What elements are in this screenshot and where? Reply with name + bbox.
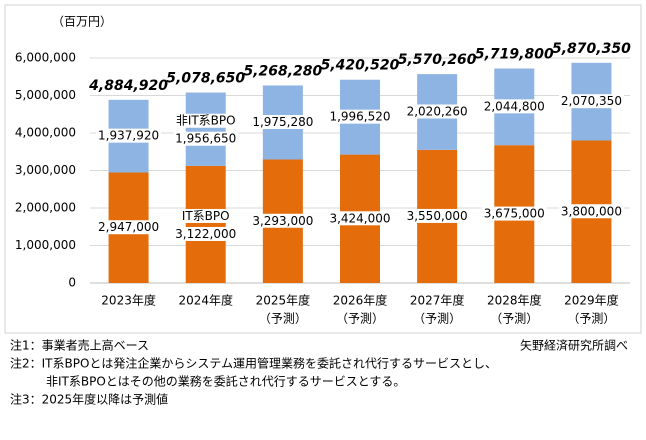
x-tick-label: 2025年度 <box>256 293 311 308</box>
x-tick-label: 2023年度 <box>101 293 156 308</box>
note: 注3：2025年度以降は予測値 <box>10 392 168 407</box>
value-label: 1,956,650 <box>175 132 236 146</box>
value-label: 3,293,000 <box>252 214 313 228</box>
y-tick-label: 3,000,000 <box>15 163 76 177</box>
bar-segment <box>185 165 226 283</box>
value-label: 3,424,000 <box>329 211 390 225</box>
total-label: 5,870,350 <box>552 41 631 57</box>
x-tick-label: （予測） <box>259 312 307 326</box>
series-name: 非IT系BPO <box>176 114 236 128</box>
x-tick-label: 2026年度 <box>333 293 388 308</box>
label-background <box>250 114 316 129</box>
label-background <box>250 213 316 228</box>
total-label: 5,420,520 <box>321 58 400 74</box>
value-label: 1,996,520 <box>329 110 390 124</box>
x-tick-label: （予測） <box>413 312 461 326</box>
series-name: IT系BPO <box>182 209 230 223</box>
total-label: 4,884,920 <box>88 78 168 94</box>
value-label: 3,800,000 <box>561 204 622 218</box>
label-background <box>481 206 547 221</box>
label-background <box>173 131 239 146</box>
note: 注1：事業者売上高ベース <box>10 338 149 353</box>
value-label: 3,550,000 <box>407 209 468 223</box>
source: 矢野経済研究所調べ <box>520 338 628 353</box>
y-tick-label: 1,000,000 <box>15 238 76 252</box>
x-tick-label: （予測） <box>567 312 615 326</box>
value-label: 1,975,280 <box>252 115 313 129</box>
chart-frame <box>4 4 642 334</box>
y-tick-label: 0 <box>68 276 76 290</box>
label-background <box>404 208 470 223</box>
label-background <box>558 204 624 219</box>
label-background <box>173 226 239 241</box>
x-tick-label: 2024年度 <box>178 293 233 308</box>
value-label: 2,947,000 <box>98 220 159 234</box>
bar-segment <box>185 92 226 166</box>
label-background <box>96 220 162 235</box>
y-tick-label: 4,000,000 <box>15 126 76 140</box>
x-tick-label: 2028年度 <box>487 293 542 308</box>
y-tick-label: 2,000,000 <box>15 201 76 215</box>
label-background <box>327 109 393 124</box>
x-tick-label: 2027年度 <box>410 293 465 308</box>
y-tick-label: 6,000,000 <box>15 51 76 65</box>
label-background <box>179 208 232 223</box>
total-label: 5,719,800 <box>475 47 554 63</box>
total-label: 5,570,260 <box>398 52 477 68</box>
total-label: 5,078,650 <box>166 71 245 87</box>
value-label: 3,122,000 <box>175 227 236 241</box>
value-label: 1,937,920 <box>98 129 159 143</box>
y-tick-label: 5,000,000 <box>15 88 76 102</box>
value-label: 2,020,260 <box>407 104 468 118</box>
label-background <box>173 113 238 128</box>
total-label: 5,268,280 <box>243 63 322 79</box>
note: 非IT系BPOとはその他の業務を委託され代行するサービスとする。 <box>46 374 405 389</box>
label-background <box>481 99 547 114</box>
x-tick-label: （予測） <box>336 312 384 326</box>
label-background <box>96 128 162 143</box>
label-background <box>404 104 470 119</box>
x-tick-label: （予測） <box>490 312 538 326</box>
label-background <box>558 94 624 109</box>
value-label: 3,675,000 <box>484 207 545 221</box>
value-label: 2,044,800 <box>484 99 545 113</box>
label-background <box>327 211 393 226</box>
note: 注2：IT系BPOとは発注企業からシステム運用管理業務を委託され代行するサービス… <box>10 356 497 371</box>
value-label: 2,070,350 <box>561 94 622 108</box>
x-tick-label: 2029年度 <box>564 293 619 308</box>
unit-label: （百万円） <box>52 15 112 29</box>
